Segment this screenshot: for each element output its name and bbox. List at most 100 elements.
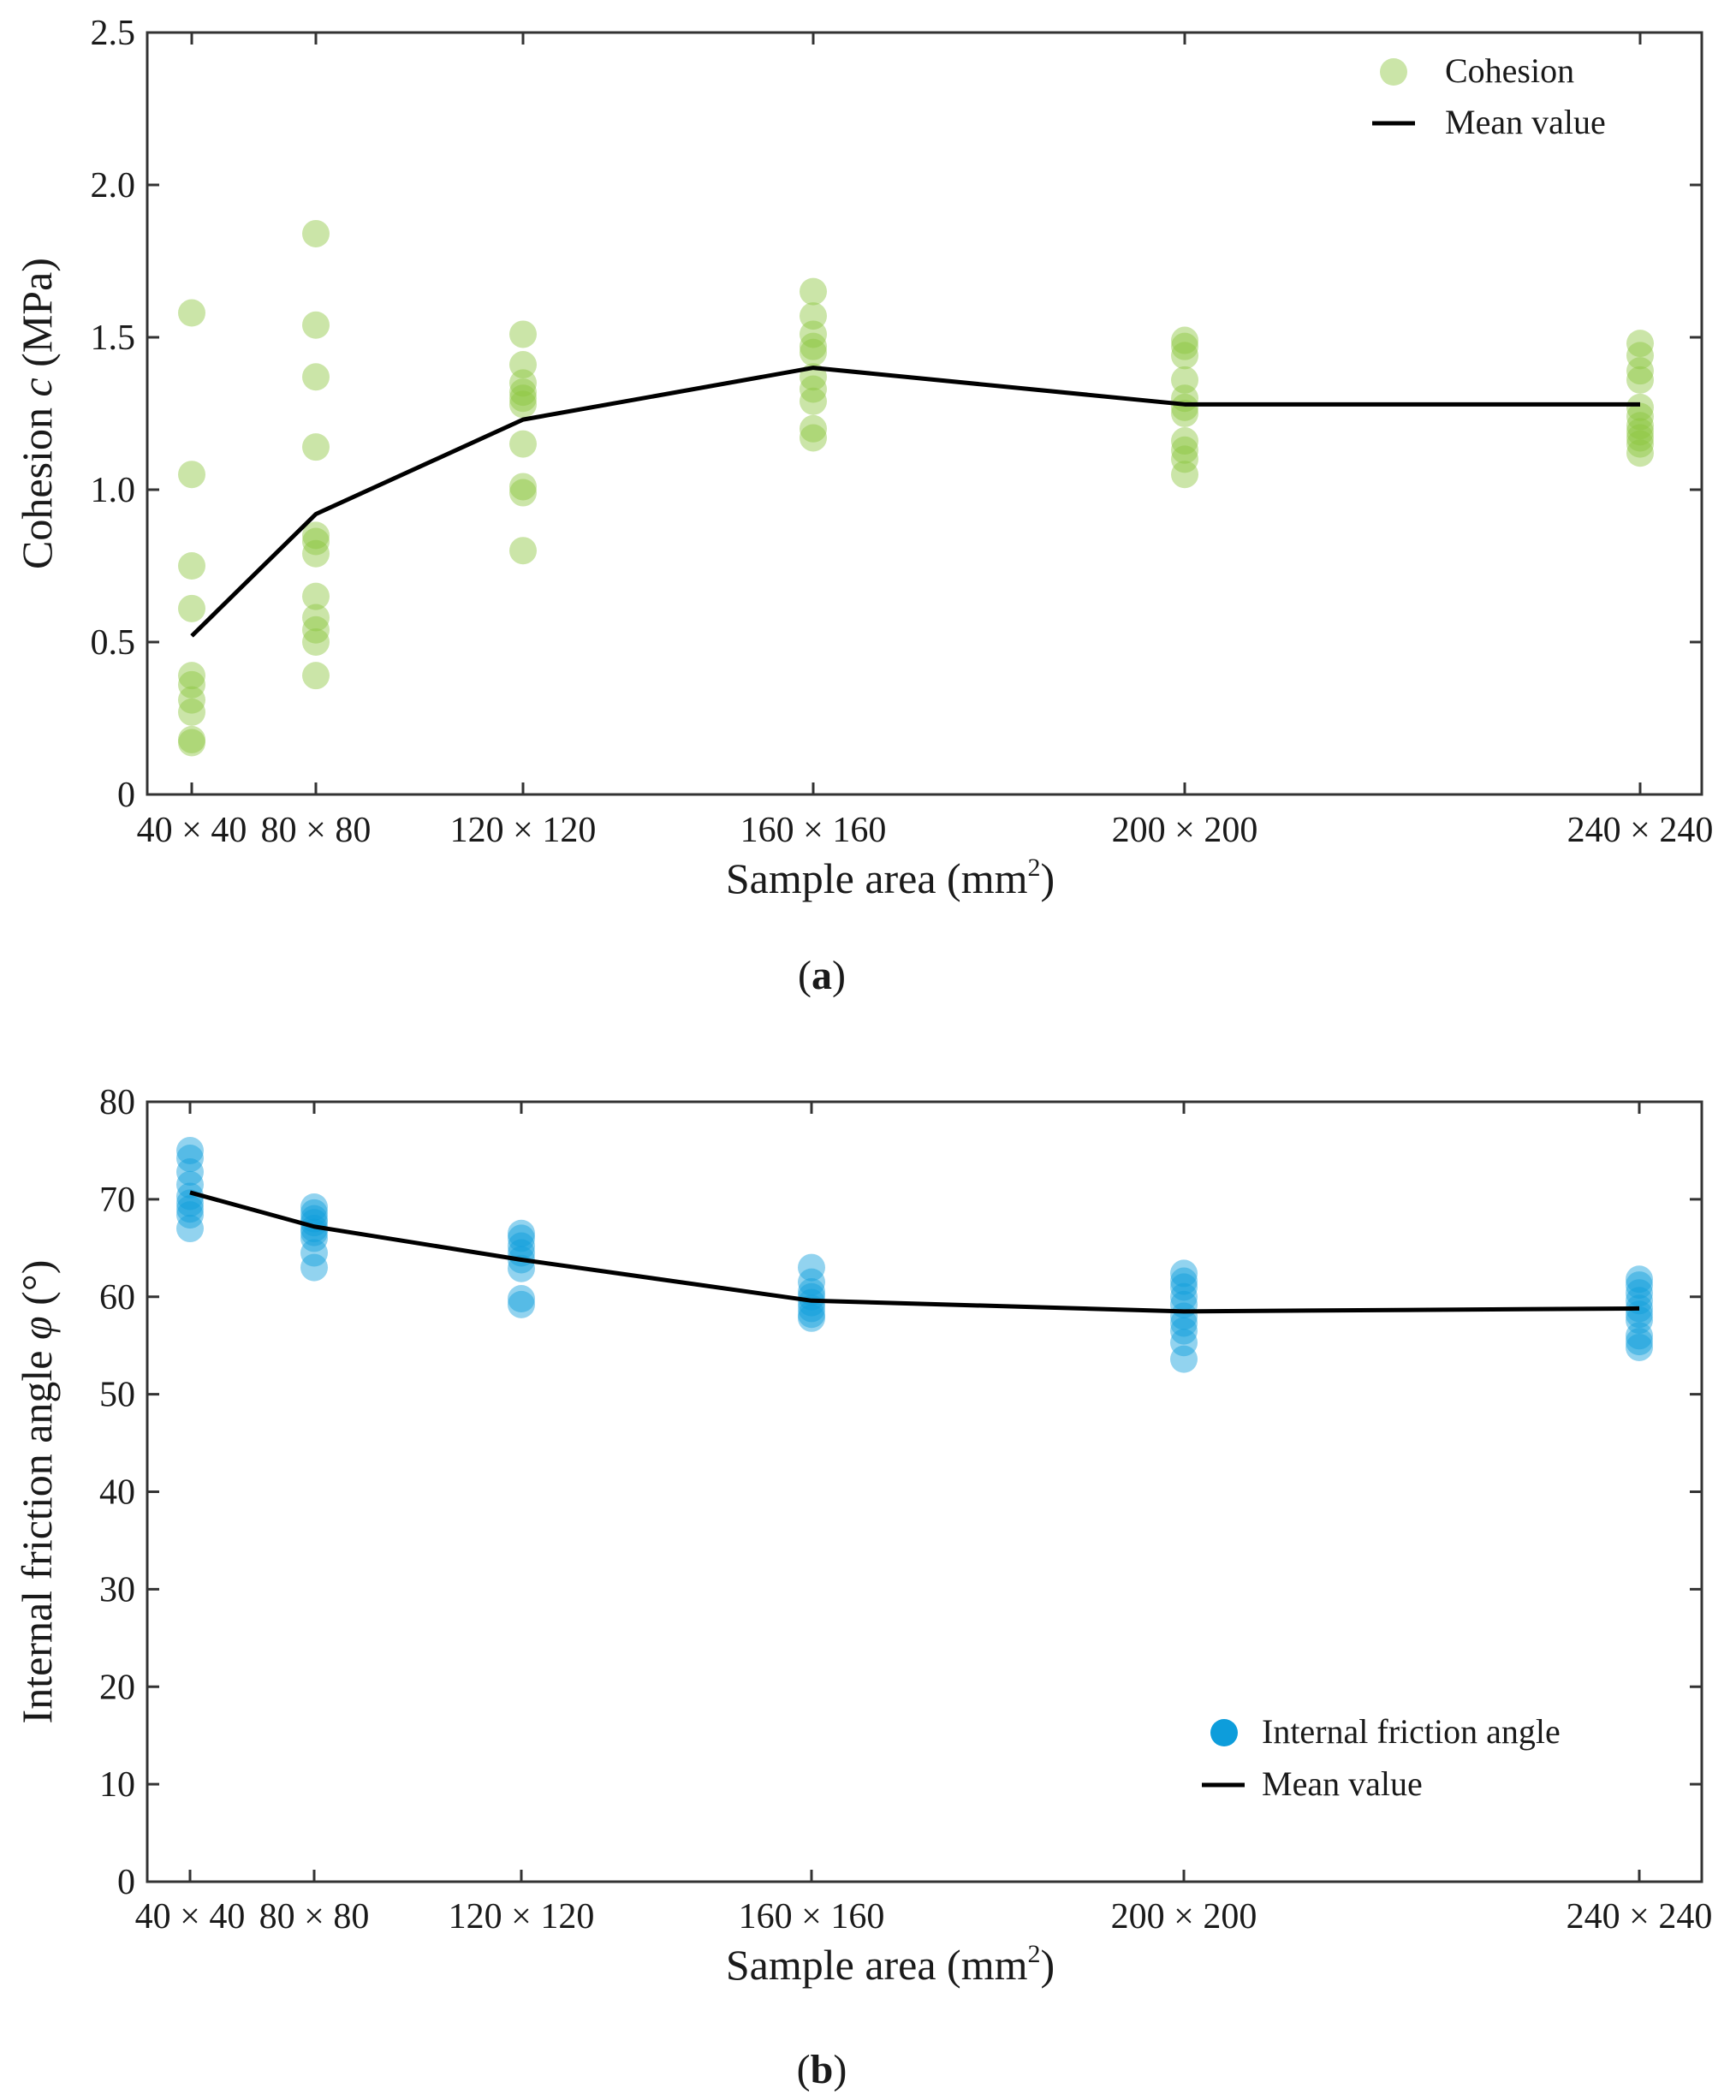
data-point — [1626, 1271, 1653, 1300]
data-point — [798, 1253, 825, 1282]
data-point — [1626, 412, 1654, 440]
data-point — [1626, 342, 1654, 370]
data-point — [800, 414, 827, 443]
data-point — [300, 1224, 328, 1252]
legend-label-scatter: Cohesion — [1445, 51, 1574, 90]
data-point — [1626, 393, 1654, 421]
data-point — [1626, 357, 1654, 385]
y-axis-label-unit: (MPa) — [13, 258, 61, 378]
x-tick-label: 120 × 120 — [449, 1897, 595, 1936]
data-point — [508, 1224, 535, 1252]
data-point — [302, 604, 330, 632]
x-axis-label-superscript: 2 — [1027, 854, 1040, 882]
data-point — [1171, 332, 1198, 360]
scatter-series — [176, 1136, 1653, 1373]
data-point — [302, 616, 330, 644]
data-point — [508, 1285, 535, 1313]
data-point — [1170, 1329, 1198, 1357]
y-tick-label: 80 — [99, 1083, 135, 1122]
data-point — [508, 1232, 535, 1260]
data-point — [800, 302, 827, 330]
data-point — [1170, 1259, 1198, 1288]
data-point — [1626, 439, 1654, 467]
data-point — [1626, 1328, 1653, 1356]
x-tick-label: 240 × 240 — [1567, 811, 1714, 850]
y-tick-label: 30 — [99, 1570, 135, 1609]
legend: Cohesion Mean value — [1372, 51, 1606, 141]
data-point — [302, 662, 330, 690]
data-point — [508, 1219, 535, 1247]
y-tick-label: 10 — [99, 1765, 135, 1805]
x-tick-label: 200 × 200 — [1112, 811, 1258, 850]
data-point — [798, 1282, 825, 1311]
data-point — [1626, 430, 1654, 458]
y-axis-label-text: Internal friction angle — [13, 1340, 61, 1723]
data-point — [176, 1195, 204, 1223]
y-tick-label: 50 — [99, 1376, 135, 1415]
panel-label: (a) — [798, 953, 846, 998]
panel-label-close: ) — [832, 953, 846, 998]
x-axis-label-close: ) — [1040, 1941, 1055, 1989]
data-point — [178, 686, 205, 714]
data-point — [509, 351, 537, 379]
y-tick-label: 2.0 — [91, 166, 136, 205]
x-tick-label: 40 × 40 — [135, 1897, 246, 1936]
data-point — [1626, 1333, 1653, 1361]
y-tick-label: 2.5 — [91, 14, 136, 53]
plot-frame — [146, 31, 1703, 796]
data-point — [300, 1239, 328, 1267]
y-axis-label: Cohesion c (MPa) — [13, 258, 61, 569]
x-tick-label: 160 × 160 — [740, 811, 887, 850]
data-point — [509, 384, 537, 413]
data-point — [176, 1170, 204, 1199]
data-point — [509, 430, 537, 458]
mean-value-line — [189, 1190, 1640, 1314]
data-point — [800, 332, 827, 360]
data-point — [1170, 1309, 1198, 1337]
y-tick-label: 0 — [117, 1863, 135, 1902]
data-point — [302, 363, 330, 391]
y-tick-label: 0.5 — [91, 623, 136, 663]
data-point — [176, 1201, 204, 1229]
y-tick-label: 70 — [99, 1181, 135, 1220]
data-point — [302, 311, 330, 339]
data-point — [302, 219, 330, 247]
x-tick-label: 80 × 80 — [261, 811, 372, 850]
x-tick-label: 120 × 120 — [450, 811, 597, 850]
data-point — [302, 539, 330, 568]
legend: Internal friction angle Mean value — [1202, 1712, 1561, 1803]
data-point — [798, 1304, 825, 1332]
legend-label-scatter: Internal friction angle — [1262, 1712, 1561, 1751]
legend-label-line: Mean value — [1445, 103, 1606, 141]
data-point — [302, 527, 330, 556]
data-point — [1171, 400, 1198, 427]
panel-label-letter: a — [812, 953, 832, 998]
data-point — [800, 375, 827, 403]
data-point — [1626, 1306, 1653, 1335]
legend-label-line: Mean value — [1262, 1764, 1423, 1803]
data-point — [178, 725, 205, 753]
x-tick-label: 160 × 160 — [739, 1897, 885, 1936]
data-point — [302, 433, 330, 461]
panel-label-open: ( — [797, 2047, 811, 2092]
data-point — [176, 1215, 204, 1243]
data-point — [1626, 424, 1654, 452]
data-point — [509, 320, 537, 348]
data-point — [509, 378, 537, 407]
y-tick-label: 40 — [99, 1473, 135, 1513]
data-point — [302, 628, 330, 656]
data-point — [508, 1290, 535, 1318]
data-point — [509, 537, 537, 565]
data-point — [1171, 342, 1198, 370]
y-axis-label-text: Cohesion — [13, 397, 61, 569]
data-point — [178, 698, 205, 726]
panel-label-open: ( — [798, 953, 812, 998]
data-point — [1626, 402, 1654, 431]
y-tick-label: 1.0 — [91, 471, 136, 510]
x-tick-label: 80 × 80 — [259, 1897, 370, 1936]
x-axis-label-superscript: 2 — [1027, 1940, 1040, 1968]
panel-label: (b) — [797, 2047, 847, 2092]
data-point — [1170, 1273, 1198, 1301]
scatter-series — [178, 219, 1654, 757]
